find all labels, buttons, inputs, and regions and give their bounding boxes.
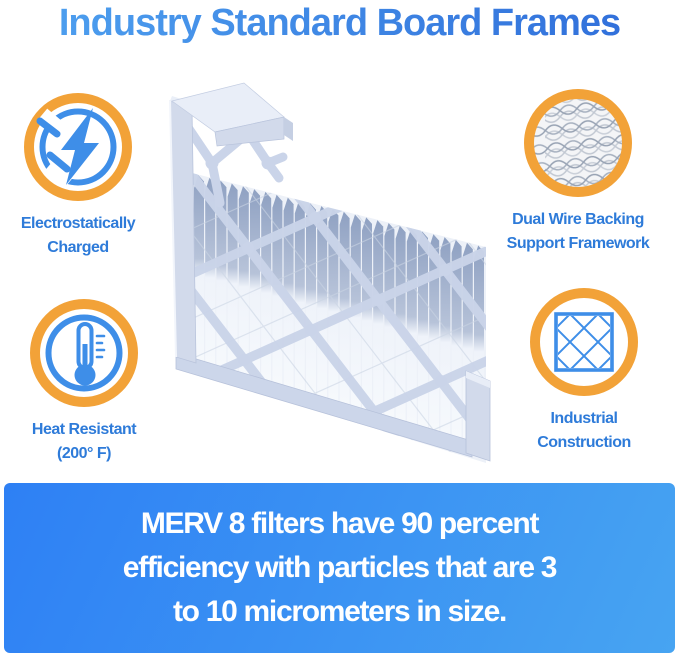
banner-line: MERV 8 filters have 90 percent xyxy=(140,507,540,540)
feature-label: Dual Wire Backing Support Framework xyxy=(506,211,650,252)
frame-bottom-rail xyxy=(175,352,473,458)
banner-line: to 10 micrometers in size. xyxy=(172,595,507,628)
lightning-circle-icon xyxy=(24,93,132,201)
banner-line: efficiency with particles that are 3 xyxy=(122,551,558,584)
air-filter-render xyxy=(169,82,491,463)
page-title: Industry Standard Board Frames xyxy=(0,0,679,46)
feature-label: Industrial Construction xyxy=(537,410,631,451)
feature-industrial: Industrial Construction xyxy=(506,287,662,455)
feature-wire-backing: Dual Wire Backing Support Framework xyxy=(500,88,656,256)
feature-label: Heat Resistant (200° F) xyxy=(31,421,137,462)
feature-label: Electrostatically Charged xyxy=(20,215,136,256)
feature-electrostatic: Electrostatically Charged xyxy=(0,92,156,260)
lattice-node xyxy=(261,156,275,170)
thermometer-icon xyxy=(30,299,138,407)
frame-right-bracket xyxy=(465,370,491,462)
pleated-air-filter-illustration xyxy=(160,75,505,475)
lattice-square-icon xyxy=(530,288,638,396)
pleat xyxy=(205,177,216,378)
frame-left-highlight xyxy=(169,100,177,358)
frame-top-arm-fold xyxy=(284,117,293,141)
feature-heat-resistant: Heat Resistant (200° F) xyxy=(4,298,164,466)
merv-info-banner: MERV 8 filters have 90 percent efficienc… xyxy=(4,483,675,653)
pleat xyxy=(384,222,395,432)
frame-right-bracket-lip xyxy=(466,371,490,388)
pleat xyxy=(294,200,305,405)
wire-mesh-icon xyxy=(524,89,632,197)
pleat xyxy=(362,217,372,425)
pleat xyxy=(418,231,428,442)
pleat xyxy=(317,206,328,411)
pleat xyxy=(373,220,384,428)
pleat xyxy=(261,191,272,395)
lattice-node xyxy=(205,156,219,170)
frame-top-arm-front xyxy=(214,116,285,147)
